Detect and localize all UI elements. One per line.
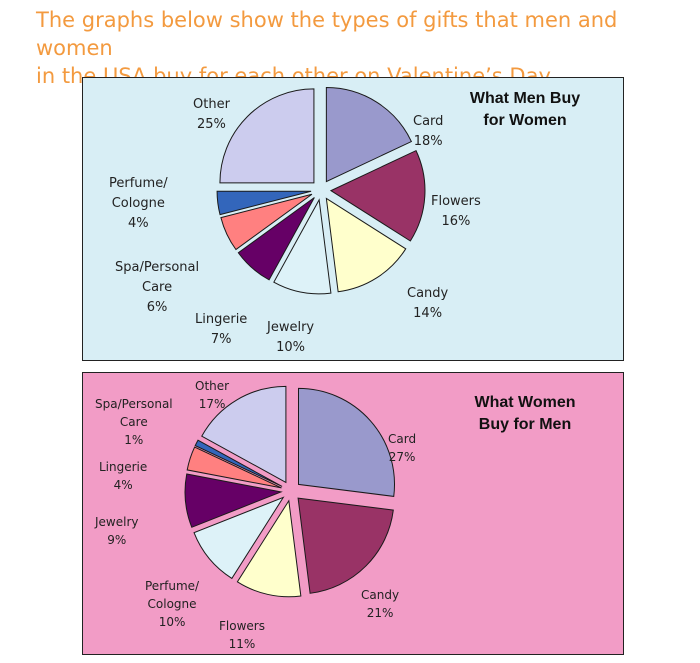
pie-slice-candy (297, 497, 394, 594)
pie-slice-candy (325, 197, 407, 293)
slice-label-lingerie-value: 7% (210, 332, 232, 347)
slice-label-card: Card 18% (413, 112, 443, 152)
slice-label-spa-line-1: Spa/Personal (95, 397, 173, 411)
pie-slice-jewelry (184, 473, 283, 528)
slice-label-flowers: Flowers 11% (219, 617, 265, 653)
slice-label-other: Other 17% (195, 377, 229, 413)
slice-label-candy: Candy 14% (407, 284, 448, 324)
slice-label-perfume-line-1: Perfume/ (145, 579, 200, 593)
slice-label-perfume-cologne: Perfume/ Cologne 10% (145, 577, 199, 631)
pie-slice-flowers (329, 149, 426, 242)
slice-label-jewelry-value: 9% (107, 533, 127, 547)
slice-label-card-name: Card (388, 432, 417, 446)
slice-label-perfume-line-1: Perfume/ (109, 176, 168, 191)
slice-label-perfume-cologne: Perfume/ Cologne 4% (109, 174, 168, 234)
slice-label-other-value: 25% (197, 117, 226, 132)
slice-label-card-value: 18% (413, 134, 443, 149)
slice-label-candy: Candy 21% (361, 586, 399, 622)
slice-label-lingerie: Lingerie 7% (195, 310, 247, 350)
pie-slice-perfume-cologne (193, 496, 285, 580)
slice-label-card-value: 27% (388, 450, 416, 464)
slice-label-lingerie-name: Lingerie (99, 460, 148, 474)
slice-label-card-name: Card (413, 114, 444, 129)
slice-label-spa-line-2: Care (142, 280, 173, 295)
slice-label-perfume-line-2: Cologne (111, 196, 165, 211)
slice-label-other: Other 25% (193, 95, 230, 135)
pie-chart-women (184, 385, 395, 598)
slice-label-candy-value: 21% (366, 606, 394, 620)
slice-label-flowers-value: 11% (228, 637, 256, 651)
slice-label-spa-value: 1% (124, 433, 144, 447)
slice-label-other-name: Other (195, 379, 230, 393)
pie-slice-spa-personal-care (220, 193, 313, 251)
chart-title-line-2: Buy for Men (478, 416, 572, 433)
slice-label-flowers: Flowers 16% (431, 192, 481, 232)
chart-title-line-1: What Men Buy (469, 90, 581, 107)
slice-label-perfume-value: 10% (158, 615, 186, 629)
slice-label-lingerie-value: 4% (113, 478, 133, 492)
slice-label-perfume-value: 4% (127, 216, 149, 231)
slice-label-candy-name: Candy (361, 588, 400, 602)
slice-label-jewelry-name: Jewelry (95, 515, 139, 529)
slice-label-flowers-value: 16% (441, 214, 471, 229)
slice-label-jewelry: Jewelry 10% (267, 318, 314, 358)
chart-title-line-1: What Women (474, 394, 576, 411)
slice-label-candy-value: 14% (413, 306, 443, 321)
chart-men-buy-for-women: What Men Buy for Women Card 18% Flowers … (82, 77, 624, 361)
heading-line-1: The graphs below show the types of gifts… (36, 8, 618, 60)
pie-slice-lingerie (237, 197, 315, 281)
chart-women-buy-for-men: What Women Buy for Men Card 27% Candy 21… (82, 372, 624, 655)
slice-label-spa-personal-care: Spa/Personal Care 6% (115, 258, 199, 318)
slice-label-spa-line-1: Spa/Personal (115, 260, 200, 275)
slice-label-spa-personal-care: Spa/Personal Care 1% (95, 395, 173, 449)
slice-label-jewelry-value: 10% (276, 340, 306, 355)
slice-label-jewelry: Jewelry 9% (95, 513, 139, 549)
slice-label-flowers-name: Flowers (219, 619, 265, 633)
pie-slice-other (201, 385, 287, 484)
pie-slice-card (325, 87, 413, 183)
pie-slice-other (219, 88, 315, 184)
slice-label-candy-name: Candy (407, 286, 449, 301)
slice-label-other-name: Other (193, 97, 230, 112)
pie-slice-perfume-cologne (216, 190, 312, 216)
slice-label-lingerie-name: Lingerie (195, 312, 248, 327)
pie-chart-men (216, 87, 426, 295)
slice-label-lingerie: Lingerie 4% (99, 458, 147, 494)
pie-slice-lingerie (186, 446, 282, 489)
pie-slice-card (298, 387, 395, 497)
slice-label-spa-line-2: Care (119, 415, 148, 429)
pie-slice-spa-personal-care (194, 439, 283, 487)
chart-title: What Men Buy for Women (445, 88, 605, 132)
slice-label-perfume-line-2: Cologne (147, 597, 197, 611)
pie-slice-jewelry (273, 198, 332, 295)
slice-label-card: Card 27% (388, 430, 416, 466)
slice-label-flowers-name: Flowers (431, 194, 481, 209)
chart-title-line-2: for Women (483, 112, 567, 129)
slice-label-spa-value: 6% (146, 300, 168, 315)
slice-label-other-value: 17% (198, 397, 226, 411)
slice-label-jewelry-name: Jewelry (267, 320, 315, 335)
pie-slice-flowers (236, 499, 302, 598)
chart-title: What Women Buy for Men (445, 392, 605, 436)
